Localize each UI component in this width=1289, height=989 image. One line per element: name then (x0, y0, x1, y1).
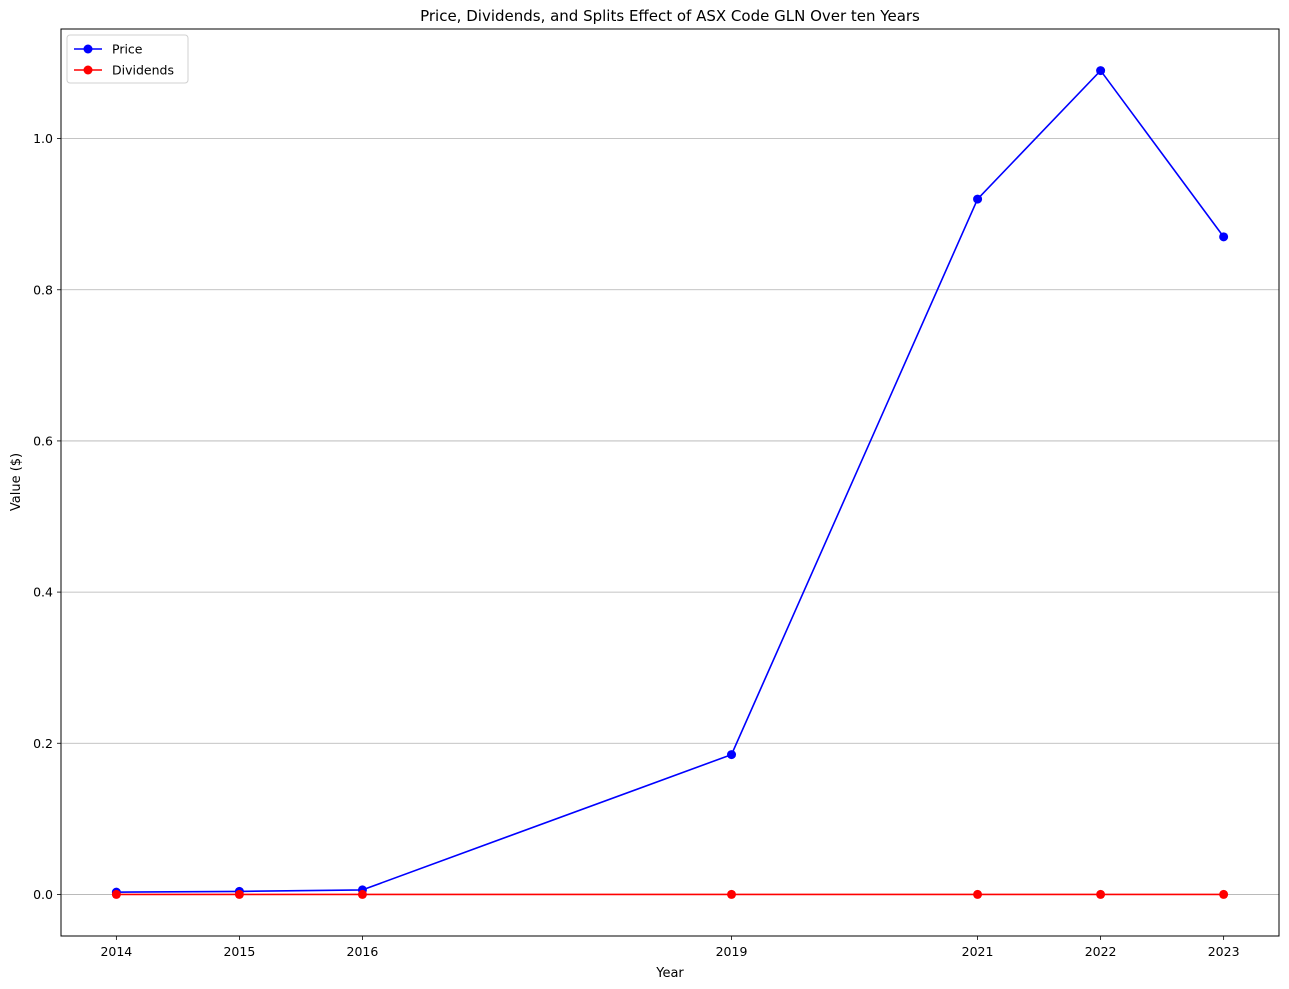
data-point-dividends-2014 (111, 889, 121, 899)
x-tick-label-6: 2023 (1208, 944, 1240, 959)
legend-label-price: Price (112, 42, 143, 57)
x-tick-label-4: 2021 (962, 944, 994, 959)
y-tick-label-5: 1.0 (33, 131, 53, 146)
series-layer (111, 66, 1229, 899)
x-tick-label-5: 2022 (1085, 944, 1117, 959)
legend: Price Dividends (66, 34, 189, 84)
data-point-dividends-2023 (1219, 889, 1229, 899)
x-tick-label-1: 2015 (223, 944, 255, 959)
y-axis-label: Value ($) (9, 453, 24, 511)
legend-marker-dividends (83, 65, 93, 75)
series-dividends (111, 889, 1229, 899)
data-point-dividends-2019 (727, 889, 737, 899)
x-tick-label-3: 2019 (716, 944, 748, 959)
data-point-price-2021 (973, 194, 983, 204)
data-point-dividends-2015 (234, 889, 244, 899)
data-point-price-2023 (1219, 232, 1229, 242)
legend-box (66, 34, 189, 84)
x-axis: 2014 2015 2016 2019 2021 2022 2023 (100, 936, 1240, 959)
y-tick-label-2: 0.4 (33, 585, 53, 600)
data-point-dividends-2021 (973, 889, 983, 899)
plot-area (60, 28, 1280, 937)
data-point-price-2019 (727, 750, 737, 760)
y-axis: 0.0 0.2 0.4 0.6 0.8 1.0 (33, 131, 61, 902)
x-tick-label-2: 2016 (347, 944, 379, 959)
y-tick-label-4: 0.8 (33, 282, 53, 297)
x-axis-label: Year (655, 966, 684, 981)
y-tick-label-1: 0.2 (33, 736, 53, 751)
chart-title: Price, Dividends, and Splits Effect of A… (420, 7, 920, 25)
data-point-dividends-2022 (1096, 889, 1106, 899)
legend-label-dividends: Dividends (112, 63, 174, 78)
y-tick-label-3: 0.6 (33, 433, 53, 448)
y-tick-label-0: 0.0 (33, 887, 53, 902)
x-tick-label-0: 2014 (100, 944, 132, 959)
data-point-dividends-2016 (357, 889, 367, 899)
data-point-price-2022 (1096, 66, 1106, 76)
plot-frame (60, 28, 1280, 937)
legend-marker-price (83, 44, 93, 54)
